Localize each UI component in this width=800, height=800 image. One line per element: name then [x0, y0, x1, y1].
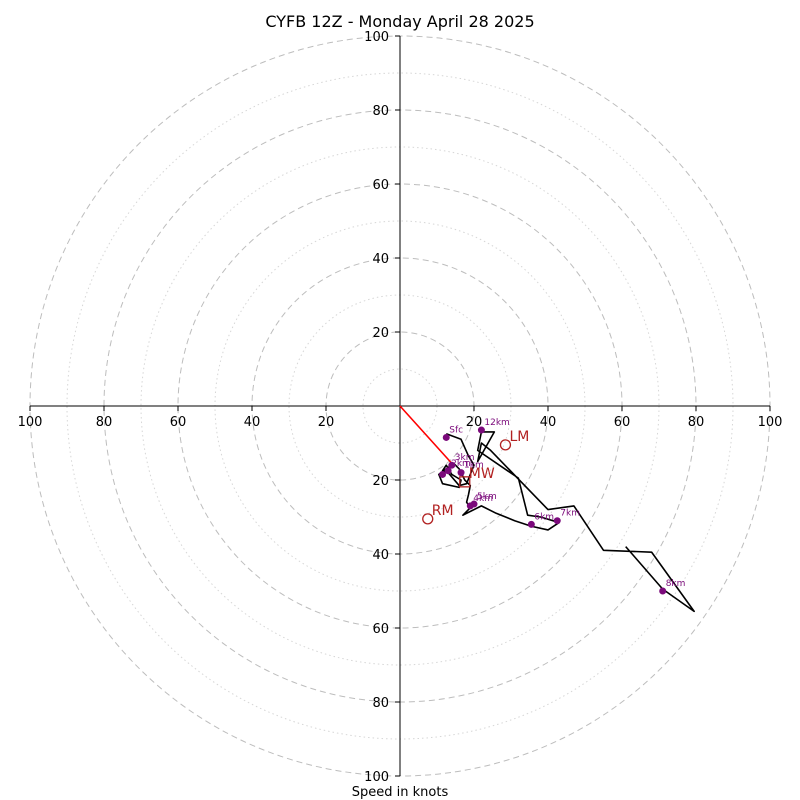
height-marker-label: 12km — [484, 418, 509, 428]
y-tick-label: 60 — [372, 178, 389, 193]
x-tick-label: 40 — [244, 415, 261, 430]
storm-motion-marker — [422, 513, 434, 525]
y-tick-label: 100 — [364, 30, 389, 45]
height-marker-dot — [457, 469, 465, 477]
height-marker-dot — [527, 520, 535, 528]
y-tick-label: 20 — [372, 326, 389, 341]
x-tick-label: 80 — [96, 415, 113, 430]
x-tick-label: 100 — [18, 415, 43, 430]
hodograph-line — [438, 431, 695, 613]
height-marker-dot — [477, 426, 485, 434]
height-marker-label: 4km — [473, 494, 493, 504]
y-tick-label: 60 — [372, 622, 389, 637]
storm-motion-label: LM — [509, 429, 529, 445]
height-marker-label: 1km — [464, 461, 484, 471]
height-marker-label: 2km — [451, 459, 471, 469]
storm-motions: LM MW RM — [422, 429, 529, 525]
height-marker-label: 8km — [666, 579, 686, 589]
x-tick-label: 20 — [466, 415, 483, 430]
x-tick-label: 100 — [758, 415, 783, 430]
height-marker-label: 7km — [560, 509, 580, 519]
height-marker-dot — [442, 433, 450, 441]
storm-motion-marker — [459, 476, 471, 488]
shear-vector-line — [399, 405, 453, 464]
height-marker-dot — [659, 587, 667, 595]
height-marker-dot — [444, 467, 452, 475]
chart-title: CYFB 12Z - Monday April 28 2025 — [265, 12, 534, 31]
height-marker-label: 3km — [455, 453, 475, 463]
storm-motion-label: MW — [469, 466, 495, 482]
storm-motion-label: RM — [432, 503, 454, 519]
height-marker-label: Sfc — [449, 425, 463, 435]
y-tick-label: 100 — [364, 770, 389, 785]
y-tick-label: 80 — [372, 696, 389, 711]
x-tick-label: 60 — [170, 415, 187, 430]
height-marker-dot — [553, 517, 561, 525]
x-tick-label: 20 — [318, 415, 335, 430]
height-marker-dot — [439, 470, 447, 478]
shear-vector — [399, 405, 453, 464]
x-tick-label: 60 — [614, 415, 631, 430]
height-marker-label: 5km — [477, 492, 497, 502]
hodograph-trace — [438, 431, 695, 613]
x-tick-label: 80 — [688, 415, 705, 430]
y-tick-label: 80 — [372, 104, 389, 119]
storm-motion-marker — [499, 439, 512, 451]
height-marker-label: 6km — [534, 512, 554, 522]
height-marker-dot — [448, 461, 456, 469]
y-tick-label: 40 — [372, 252, 389, 267]
height-marker-dot — [466, 502, 474, 510]
y-tick-label: 20 — [372, 474, 389, 489]
x-axis-label: Speed in knots — [352, 785, 449, 800]
y-tick-label: 40 — [372, 548, 389, 563]
x-tick-label: 40 — [540, 415, 557, 430]
tick-labels: 100 80 60 40 20 20 40 60 80 100 100 80 60 40 20 20 40 60 8… — [18, 30, 783, 785]
